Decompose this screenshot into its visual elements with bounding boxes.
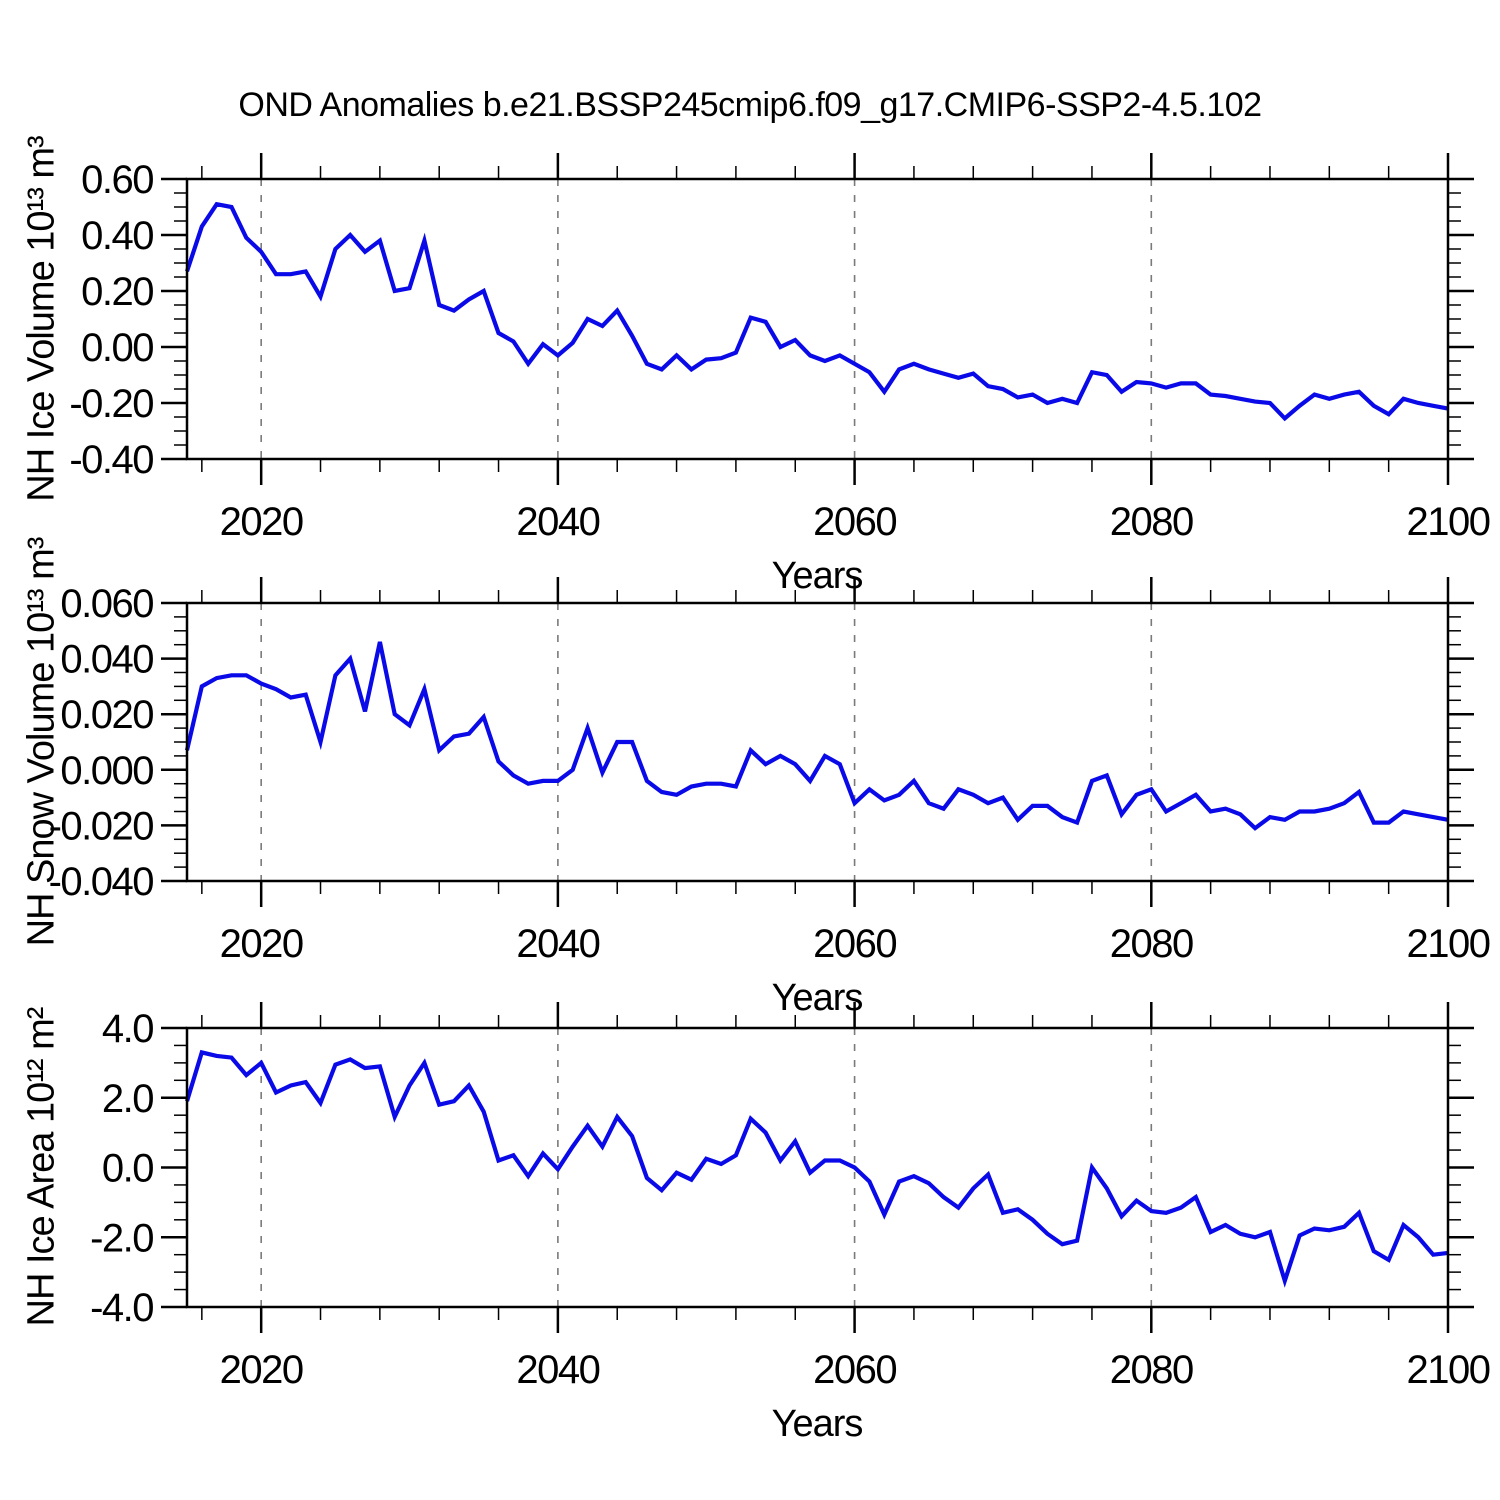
y-tick-label: 0.060 <box>60 582 153 626</box>
x-axis-label-years-3: Years <box>771 1403 864 1445</box>
panel-nh-ice-volume: 2020 2040 2060 2080 2100 0.60 0.40 0.20 0.00 -0.2… <box>69 153 1491 544</box>
y-tick-label: 0.20 <box>81 270 153 314</box>
y-axis-label-ice-area: NH Ice Area 10¹² m² <box>20 1007 63 1327</box>
x-tick-label: 2040 <box>516 922 599 966</box>
y-tick-label: -2.0 <box>90 1216 153 1260</box>
x-tick-label: 2080 <box>1110 922 1193 966</box>
y-tick-label: 0.040 <box>60 638 153 682</box>
x-tick-label: 2080 <box>1110 1348 1193 1392</box>
nh-ice-area-data-line <box>184 1049 1449 1288</box>
x-axis-label-years-2: Years <box>771 977 864 1019</box>
y-tick-label: -0.040 <box>49 860 154 904</box>
y-tick-label: 2.0 <box>102 1077 153 1121</box>
y-tick-label: 0.000 <box>60 749 153 793</box>
panel-nh-ice-area: 2020 2040 2060 2080 2100 4.0 2.0 0.0 -2.0 -4.0 <box>90 1002 1491 1392</box>
nh-ice-volume-ticks <box>161 153 1474 485</box>
y-tick-label: 0.020 <box>60 693 153 737</box>
x-tick-label: 2100 <box>1407 500 1490 544</box>
nh-ice-area-ticks <box>161 1002 1474 1333</box>
y-tick-label: 4.0 <box>102 1007 153 1051</box>
x-tick-label: 2020 <box>220 500 303 544</box>
x-tick-label: 2020 <box>220 922 303 966</box>
x-tick-label: 2060 <box>813 922 896 966</box>
x-tick-label: 2100 <box>1407 922 1490 966</box>
x-tick-label: 2080 <box>1110 500 1193 544</box>
nh-ice-volume-axis-box <box>185 177 1450 461</box>
y-tick-label: 0.0 <box>102 1147 153 1191</box>
y-tick-label: -0.40 <box>69 438 153 482</box>
chart-title: OND Anomalies b.e21.BSSP245cmip6.f09_g17… <box>238 86 1262 124</box>
x-axis-label-years-1: Years <box>771 555 864 597</box>
y-axis-label-snow-volume: NH Snow Volume 10¹³ m³ <box>20 537 63 947</box>
nh-snow-volume-data-line <box>184 641 1449 831</box>
y-tick-label: 0.60 <box>81 158 153 202</box>
panel-nh-snow-volume: 2020 2040 2060 2080 2100 0.060 0.040 0.020 0.000… <box>49 577 1491 966</box>
x-tick-label: 2060 <box>813 500 896 544</box>
x-tick-label: 2020 <box>220 1348 303 1392</box>
y-tick-label: 0.00 <box>81 326 153 370</box>
nh-snow-volume-ticks <box>161 577 1474 907</box>
nh-ice-volume-data-line <box>185 201 1449 422</box>
x-tick-label: 2040 <box>516 1348 599 1392</box>
y-tick-label: -0.20 <box>69 382 153 426</box>
y-tick-label: -4.0 <box>90 1286 153 1330</box>
y-tick-label: -0.020 <box>49 804 154 848</box>
x-tick-label: 2060 <box>813 1348 896 1392</box>
nh-snow-volume-axis-box <box>185 601 1450 883</box>
y-tick-label: 0.40 <box>81 214 153 258</box>
x-tick-label: 2100 <box>1407 1348 1490 1392</box>
x-tick-label: 2040 <box>516 500 599 544</box>
y-axis-label-ice-volume: NH Ice Volume 10¹³ m³ <box>20 136 63 502</box>
